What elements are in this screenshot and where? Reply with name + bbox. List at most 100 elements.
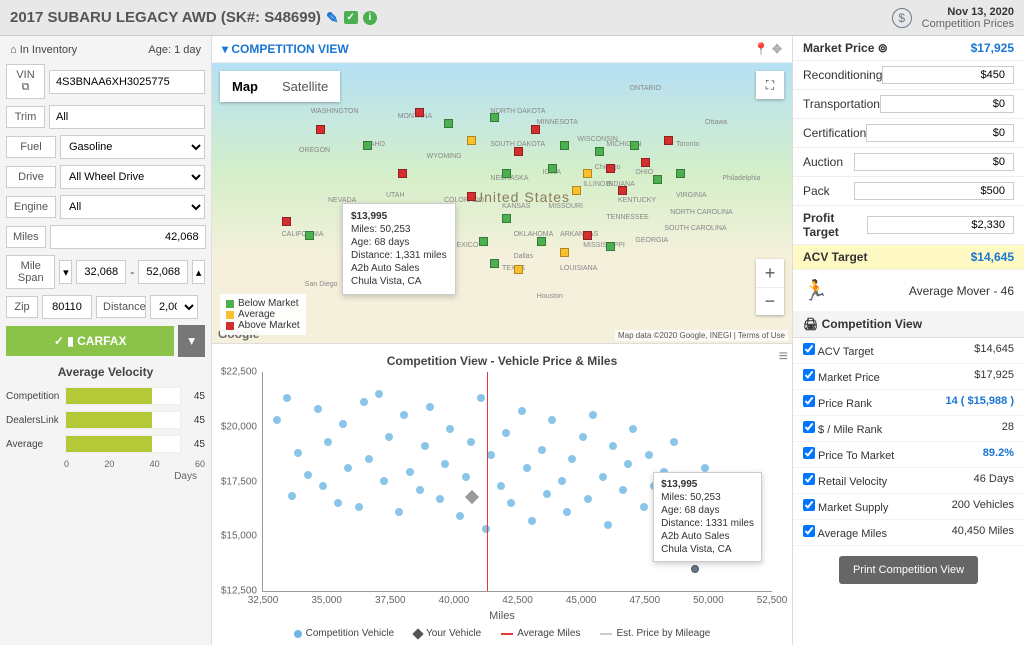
map-marker[interactable] (490, 259, 499, 268)
scatter-point[interactable] (339, 420, 347, 428)
map-marker[interactable] (618, 186, 627, 195)
scatter-point[interactable] (701, 464, 709, 472)
map-marker[interactable] (531, 125, 540, 134)
map-marker[interactable] (316, 125, 325, 134)
map-marker[interactable] (630, 141, 639, 150)
scatter-point[interactable] (324, 438, 332, 446)
scatter-point[interactable] (604, 521, 612, 529)
scatter-point[interactable] (507, 499, 515, 507)
comp-checkbox[interactable] (803, 369, 815, 381)
scatter-point[interactable] (426, 403, 434, 411)
scatter-point[interactable] (584, 495, 592, 503)
comp-checkbox[interactable] (803, 421, 815, 433)
map-marker[interactable] (514, 147, 523, 156)
scatter-point[interactable] (441, 460, 449, 468)
auction-input[interactable] (854, 153, 1014, 171)
scatter-point[interactable] (385, 433, 393, 441)
carfax-dropdown[interactable]: ▾ (178, 325, 205, 357)
dist-select[interactable]: 2,000 (150, 295, 198, 319)
scatter-point[interactable] (360, 398, 368, 406)
scatter-point[interactable] (528, 517, 536, 525)
map-marker[interactable] (560, 248, 569, 257)
move-icon[interactable]: ✥ (772, 42, 782, 56)
comp-checkbox[interactable] (803, 447, 815, 459)
zoom-in-button[interactable]: + (756, 259, 784, 287)
info-icon[interactable]: i (363, 11, 377, 25)
cert-input[interactable] (866, 124, 1014, 142)
scatter-point[interactable] (543, 490, 551, 498)
scatter-point[interactable] (355, 503, 363, 511)
scatter-point[interactable] (467, 438, 475, 446)
comp-checkbox[interactable] (803, 395, 815, 407)
map-pin-icon[interactable]: 📍 (754, 42, 769, 56)
scatter-point[interactable] (624, 460, 632, 468)
your-vehicle-marker[interactable] (465, 490, 479, 504)
map-marker[interactable] (467, 136, 476, 145)
scatter-point[interactable] (462, 473, 470, 481)
scatter-point[interactable] (599, 473, 607, 481)
scatter-point[interactable] (395, 508, 403, 516)
map-marker[interactable] (537, 237, 546, 246)
scatter-point[interactable] (421, 442, 429, 450)
scatter-point[interactable] (482, 525, 490, 533)
map-marker[interactable] (514, 265, 523, 274)
map-marker[interactable] (282, 217, 291, 226)
map[interactable]: Map Satellite ⛶ United States WASHINGTON… (212, 63, 792, 344)
scatter-point[interactable] (645, 451, 653, 459)
scatter-point[interactable] (314, 405, 322, 413)
scatter-point[interactable] (380, 477, 388, 485)
profit-input[interactable] (867, 216, 1014, 234)
map-marker[interactable] (653, 175, 662, 184)
zip-input[interactable] (42, 295, 92, 319)
map-marker[interactable] (415, 108, 424, 117)
scatter-point[interactable] (548, 416, 556, 424)
span-dec[interactable]: ▾ (59, 260, 72, 284)
scatter-point[interactable] (319, 482, 327, 490)
vin-input[interactable] (49, 70, 205, 94)
scatter-point[interactable] (294, 449, 302, 457)
comp-checkbox[interactable] (803, 473, 815, 485)
scatter-point[interactable] (619, 486, 627, 494)
check-icon[interactable]: ✓ (344, 11, 358, 24)
map-marker[interactable] (363, 141, 372, 150)
fuel-select[interactable]: Gasoline (60, 135, 205, 159)
map-marker[interactable] (606, 242, 615, 251)
scatter-point[interactable] (629, 425, 637, 433)
miles-input[interactable] (50, 225, 206, 249)
scatter-point[interactable] (456, 512, 464, 520)
map-marker[interactable] (502, 169, 511, 178)
scatter-point[interactable] (375, 390, 383, 398)
carfax-button[interactable]: ✓ ▮ CARFAX (6, 326, 174, 356)
scatter-point[interactable] (416, 486, 424, 494)
scatter-point[interactable] (538, 446, 546, 454)
span-hi-input[interactable] (138, 260, 188, 284)
map-marker[interactable] (583, 231, 592, 240)
engine-select[interactable]: All (60, 195, 205, 219)
map-marker[interactable] (479, 237, 488, 246)
map-tab-map[interactable]: Map (220, 71, 270, 102)
scatter-point[interactable] (273, 416, 281, 424)
map-marker[interactable] (572, 186, 581, 195)
scatter-point[interactable] (400, 411, 408, 419)
tooltip-point[interactable] (691, 565, 699, 573)
recon-input[interactable] (882, 66, 1014, 84)
scatter-point[interactable] (406, 468, 414, 476)
map-marker[interactable] (583, 169, 592, 178)
map-marker[interactable] (664, 136, 673, 145)
scatter-point[interactable] (518, 407, 526, 415)
trim-input[interactable] (49, 105, 205, 129)
map-marker[interactable] (641, 158, 650, 167)
map-marker[interactable] (398, 169, 407, 178)
comp-checkbox[interactable] (803, 499, 815, 511)
scatter-point[interactable] (365, 455, 373, 463)
zoom-out-button[interactable]: − (756, 287, 784, 315)
scatter-point[interactable] (640, 503, 648, 511)
scatter-point[interactable] (502, 429, 510, 437)
scatter-point[interactable] (344, 464, 352, 472)
scatter-point[interactable] (436, 495, 444, 503)
map-marker[interactable] (548, 164, 557, 173)
scatter-plot[interactable]: $22,500$20,000$17,500$15,000$12,500 32,5… (262, 372, 772, 592)
scatter-point[interactable] (568, 455, 576, 463)
map-marker[interactable] (595, 147, 604, 156)
map-marker[interactable] (606, 164, 615, 173)
